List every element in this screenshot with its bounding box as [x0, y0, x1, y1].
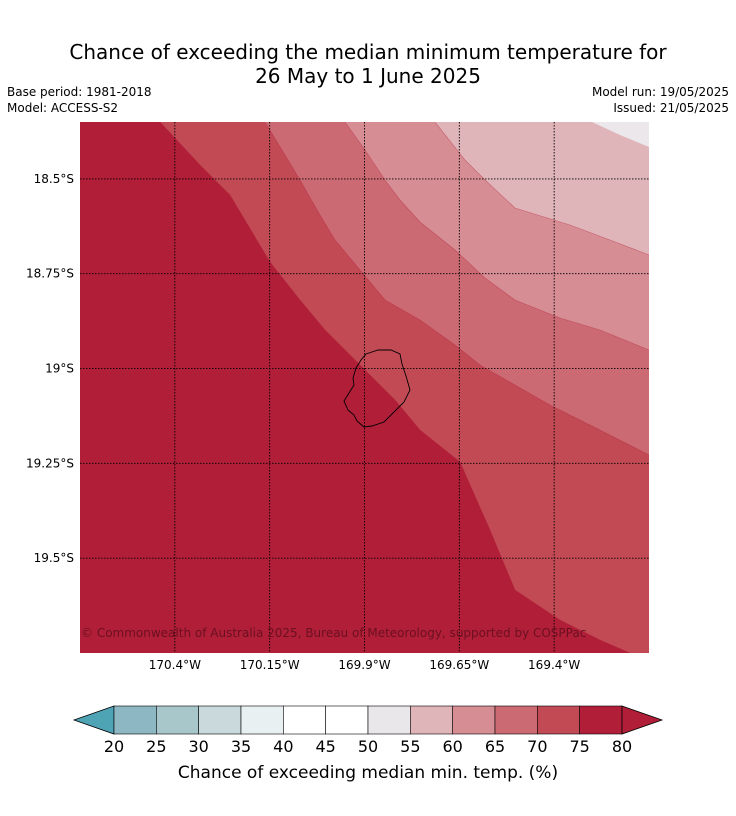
colorbar-segment — [367, 705, 411, 735]
colorbar-under-arrow — [72, 705, 115, 735]
colorbar-tick-label: 70 — [527, 737, 547, 756]
contour-boundaries — [159, 121, 650, 654]
colorbar-tick-label: 30 — [188, 737, 208, 756]
colorbar-segment — [198, 705, 242, 735]
colorbar-tick-label: 25 — [146, 737, 166, 756]
boundary-line-60 — [434, 121, 650, 256]
latitude-tick-label: 18.5°S — [34, 172, 74, 186]
colorbar-tick-label: 75 — [569, 737, 589, 756]
boundary-line-75 — [159, 121, 631, 654]
colorbar-tick-label: 55 — [400, 737, 420, 756]
latitude-tick-label: 19°S — [45, 362, 74, 376]
boundary-line-70 — [264, 121, 650, 456]
colorbar-tick-label: 50 — [358, 737, 378, 756]
contour-55-60 — [592, 122, 649, 147]
colorbar-tick-label: 65 — [485, 737, 505, 756]
latitude-tick-labels: 18.5°S 18.75°S 19°S 19.25°S 19.5°S — [26, 172, 74, 565]
graticule-lines — [80, 122, 649, 653]
longitude-tick-label: 170.4°W — [149, 658, 201, 672]
colorbar-segment — [579, 705, 623, 735]
colorbar-tick-label: 60 — [442, 737, 462, 756]
colorbar-over-arrow — [621, 705, 664, 735]
colorbar-segment — [537, 705, 580, 735]
colorbar: 20 25 30 35 40 45 50 55 60 65 70 75 80 — [72, 705, 664, 756]
base-period-text: Base period: 1981-2018 — [7, 85, 152, 99]
colorbar-label: Chance of exceeding median min. temp. (%… — [178, 763, 558, 783]
longitude-tick-label: 169.9°W — [338, 658, 390, 672]
colorbar-segment — [494, 705, 538, 735]
longitude-tick-label: 170.15°W — [240, 658, 300, 672]
boundary-line-65 — [344, 121, 650, 351]
longitude-tick-labels: 170.4°W 170.15°W 169.9°W 169.65°W 169.4°W — [149, 658, 581, 672]
issued-text: Issued: 21/05/2025 — [613, 101, 729, 115]
model-run-text: Model run: 19/05/2025 — [591, 85, 729, 99]
contour-60-65 — [435, 122, 649, 255]
niue-island-outline — [343, 349, 411, 428]
colorbar-segment — [240, 705, 284, 735]
colorbar-segment — [113, 705, 157, 735]
colorbar-tick-label: 35 — [231, 737, 251, 756]
colorbar-segment — [452, 705, 496, 735]
title-line-2: 26 May to 1 June 2025 — [255, 64, 481, 88]
colorbar-tick-label: 40 — [273, 737, 293, 756]
colorbar-tick-label: 45 — [315, 737, 335, 756]
colorbar-segment — [410, 705, 453, 735]
longitude-tick-label: 169.4°W — [528, 658, 580, 672]
title-line-1: Chance of exceeding the median minimum t… — [69, 40, 667, 64]
colorbar-tick-label: 20 — [104, 737, 124, 756]
colorbar-segment — [325, 705, 369, 735]
latitude-tick-label: 19.25°S — [26, 456, 74, 470]
copyright-text: © Commonwealth of Australia 2025, Bureau… — [81, 626, 586, 640]
latitude-tick-label: 18.75°S — [26, 267, 74, 281]
colorbar-tick-label: 80 — [612, 737, 632, 756]
colorbar-segment — [156, 705, 199, 735]
longitude-tick-label: 169.65°W — [429, 658, 489, 672]
colorbar-segment — [283, 705, 326, 735]
latitude-tick-label: 19.5°S — [34, 551, 74, 565]
model-text: Model: ACCESS-S2 — [7, 101, 119, 115]
